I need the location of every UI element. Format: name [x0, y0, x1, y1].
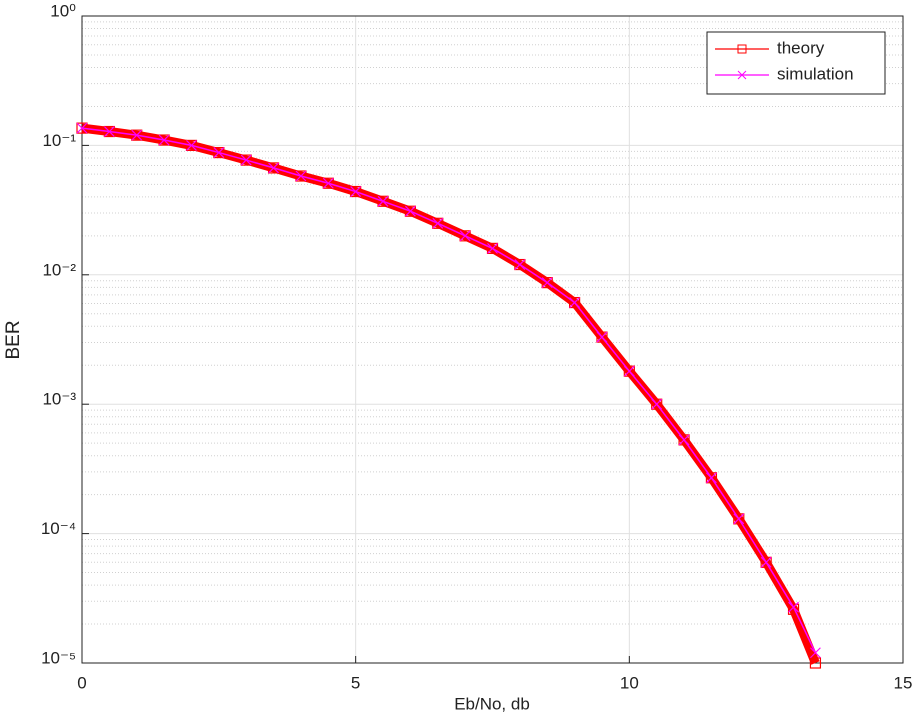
- marker: [788, 601, 799, 613]
- marker: [487, 242, 498, 254]
- marker: [541, 277, 553, 289]
- marker: [295, 170, 307, 182]
- marker: [432, 217, 444, 229]
- y-tick-label: 10⁻²: [42, 260, 76, 279]
- y-tick-label: 10⁻⁵: [41, 648, 76, 667]
- marker: [350, 186, 362, 197]
- marker: [678, 434, 690, 446]
- marker: [541, 277, 553, 289]
- marker: [76, 122, 88, 134]
- legend-label: theory: [777, 38, 825, 57]
- marker: [158, 134, 170, 146]
- y-axis-label: BER: [3, 320, 24, 359]
- x-tick-label: 5: [351, 673, 360, 692]
- y-tick-label: 10⁻⁴: [41, 519, 76, 538]
- marker: [459, 230, 471, 242]
- x-tick-label: 10: [620, 673, 639, 692]
- x-tick-label: 15: [894, 673, 913, 692]
- marker: [569, 297, 581, 309]
- marker: [240, 154, 252, 166]
- legend-box: [706, 31, 886, 95]
- marker: [377, 195, 389, 207]
- marker: [240, 154, 252, 166]
- marker: [295, 170, 307, 182]
- marker: [322, 177, 334, 189]
- marker: [131, 129, 143, 141]
- marker: [706, 472, 717, 484]
- marker: [596, 331, 608, 343]
- legend-marker: [737, 44, 747, 54]
- marker: [733, 513, 745, 525]
- marker: [185, 139, 198, 151]
- marker: [267, 162, 280, 174]
- marker: [213, 147, 225, 159]
- marker: [678, 434, 690, 446]
- marker: [705, 472, 718, 484]
- legend-marker: [737, 70, 747, 80]
- y-tick-label: 10⁻³: [42, 390, 76, 409]
- marker: [651, 398, 663, 410]
- marker: [760, 556, 772, 568]
- marker: [623, 365, 635, 377]
- marker: [787, 603, 800, 615]
- marker: [733, 513, 745, 525]
- marker: [404, 205, 416, 217]
- marker: [623, 365, 635, 377]
- marker: [514, 258, 526, 271]
- marker: [350, 185, 362, 198]
- marker: [103, 126, 115, 137]
- marker: [186, 139, 197, 151]
- marker: [486, 242, 499, 254]
- marker: [514, 259, 526, 270]
- marker: [404, 205, 416, 217]
- plot-area: [82, 16, 903, 663]
- marker: [760, 556, 772, 568]
- x-axis-label: Eb/No, db: [454, 694, 530, 713]
- legend-label: simulation: [777, 64, 854, 83]
- marker: [651, 398, 663, 410]
- marker: [158, 134, 170, 146]
- marker: [432, 217, 444, 229]
- y-tick-label: 10⁻¹: [42, 131, 76, 150]
- y-tick-label: 10⁰: [50, 1, 76, 20]
- x-tick-label: 0: [77, 673, 86, 692]
- marker: [377, 195, 389, 207]
- axes-box: [81, 15, 904, 664]
- marker: [322, 177, 334, 189]
- marker: [213, 146, 225, 159]
- marker: [268, 162, 279, 174]
- marker: [596, 331, 608, 343]
- series-line: [81, 127, 817, 654]
- marker: [809, 657, 822, 669]
- marker: [810, 647, 821, 659]
- marker: [568, 296, 581, 309]
- marker: [459, 230, 471, 242]
